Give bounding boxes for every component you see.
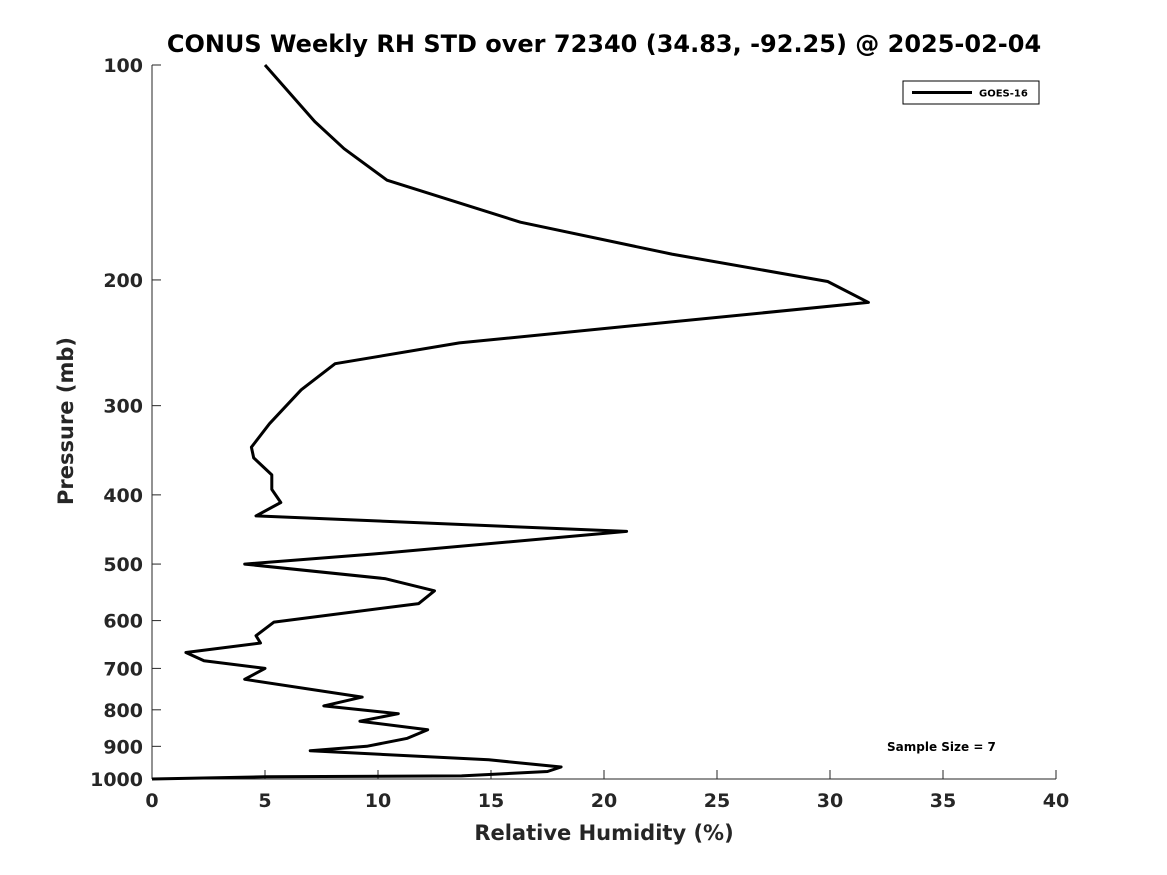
y-tick-label: 400 bbox=[103, 485, 143, 507]
x-tick-label: 30 bbox=[817, 790, 843, 812]
x-tick-label: 15 bbox=[478, 790, 504, 812]
y-tick-label: 900 bbox=[103, 736, 143, 758]
chart-title: CONUS Weekly RH STD over 72340 (34.83, -… bbox=[167, 30, 1041, 58]
y-tick-label: 600 bbox=[103, 611, 143, 633]
plot-area: 0 5 10 15 20 25 30 35 40 100 200 300 400 500 600 700 800… bbox=[90, 55, 1069, 812]
y-tick-label: 800 bbox=[103, 700, 143, 722]
x-tick-label: 0 bbox=[145, 790, 158, 812]
x-tick-label: 10 bbox=[365, 790, 391, 812]
legend: GOES-16 bbox=[902, 80, 1040, 105]
y-tick-label: 300 bbox=[103, 396, 143, 418]
y-tick-label: 200 bbox=[103, 270, 143, 292]
y-tick-label: 1000 bbox=[90, 769, 143, 791]
x-axis-label: Relative Humidity (%) bbox=[474, 821, 733, 845]
y-tick-label: 100 bbox=[103, 55, 143, 77]
x-tick-label: 25 bbox=[704, 790, 730, 812]
series-line-goes-16 bbox=[151, 64, 870, 781]
sample-size-note: Sample Size = 7 bbox=[887, 740, 996, 754]
y-axis-label: Pressure (mb) bbox=[54, 337, 78, 505]
x-tick-label: 40 bbox=[1043, 790, 1069, 812]
x-tick-label: 20 bbox=[591, 790, 617, 812]
x-tick-label: 5 bbox=[258, 790, 271, 812]
x-tick-label: 35 bbox=[930, 790, 956, 812]
y-tick-label: 700 bbox=[103, 658, 143, 680]
legend-label-goes-16: GOES-16 bbox=[979, 89, 1028, 100]
y-tick-label: 500 bbox=[103, 554, 143, 576]
